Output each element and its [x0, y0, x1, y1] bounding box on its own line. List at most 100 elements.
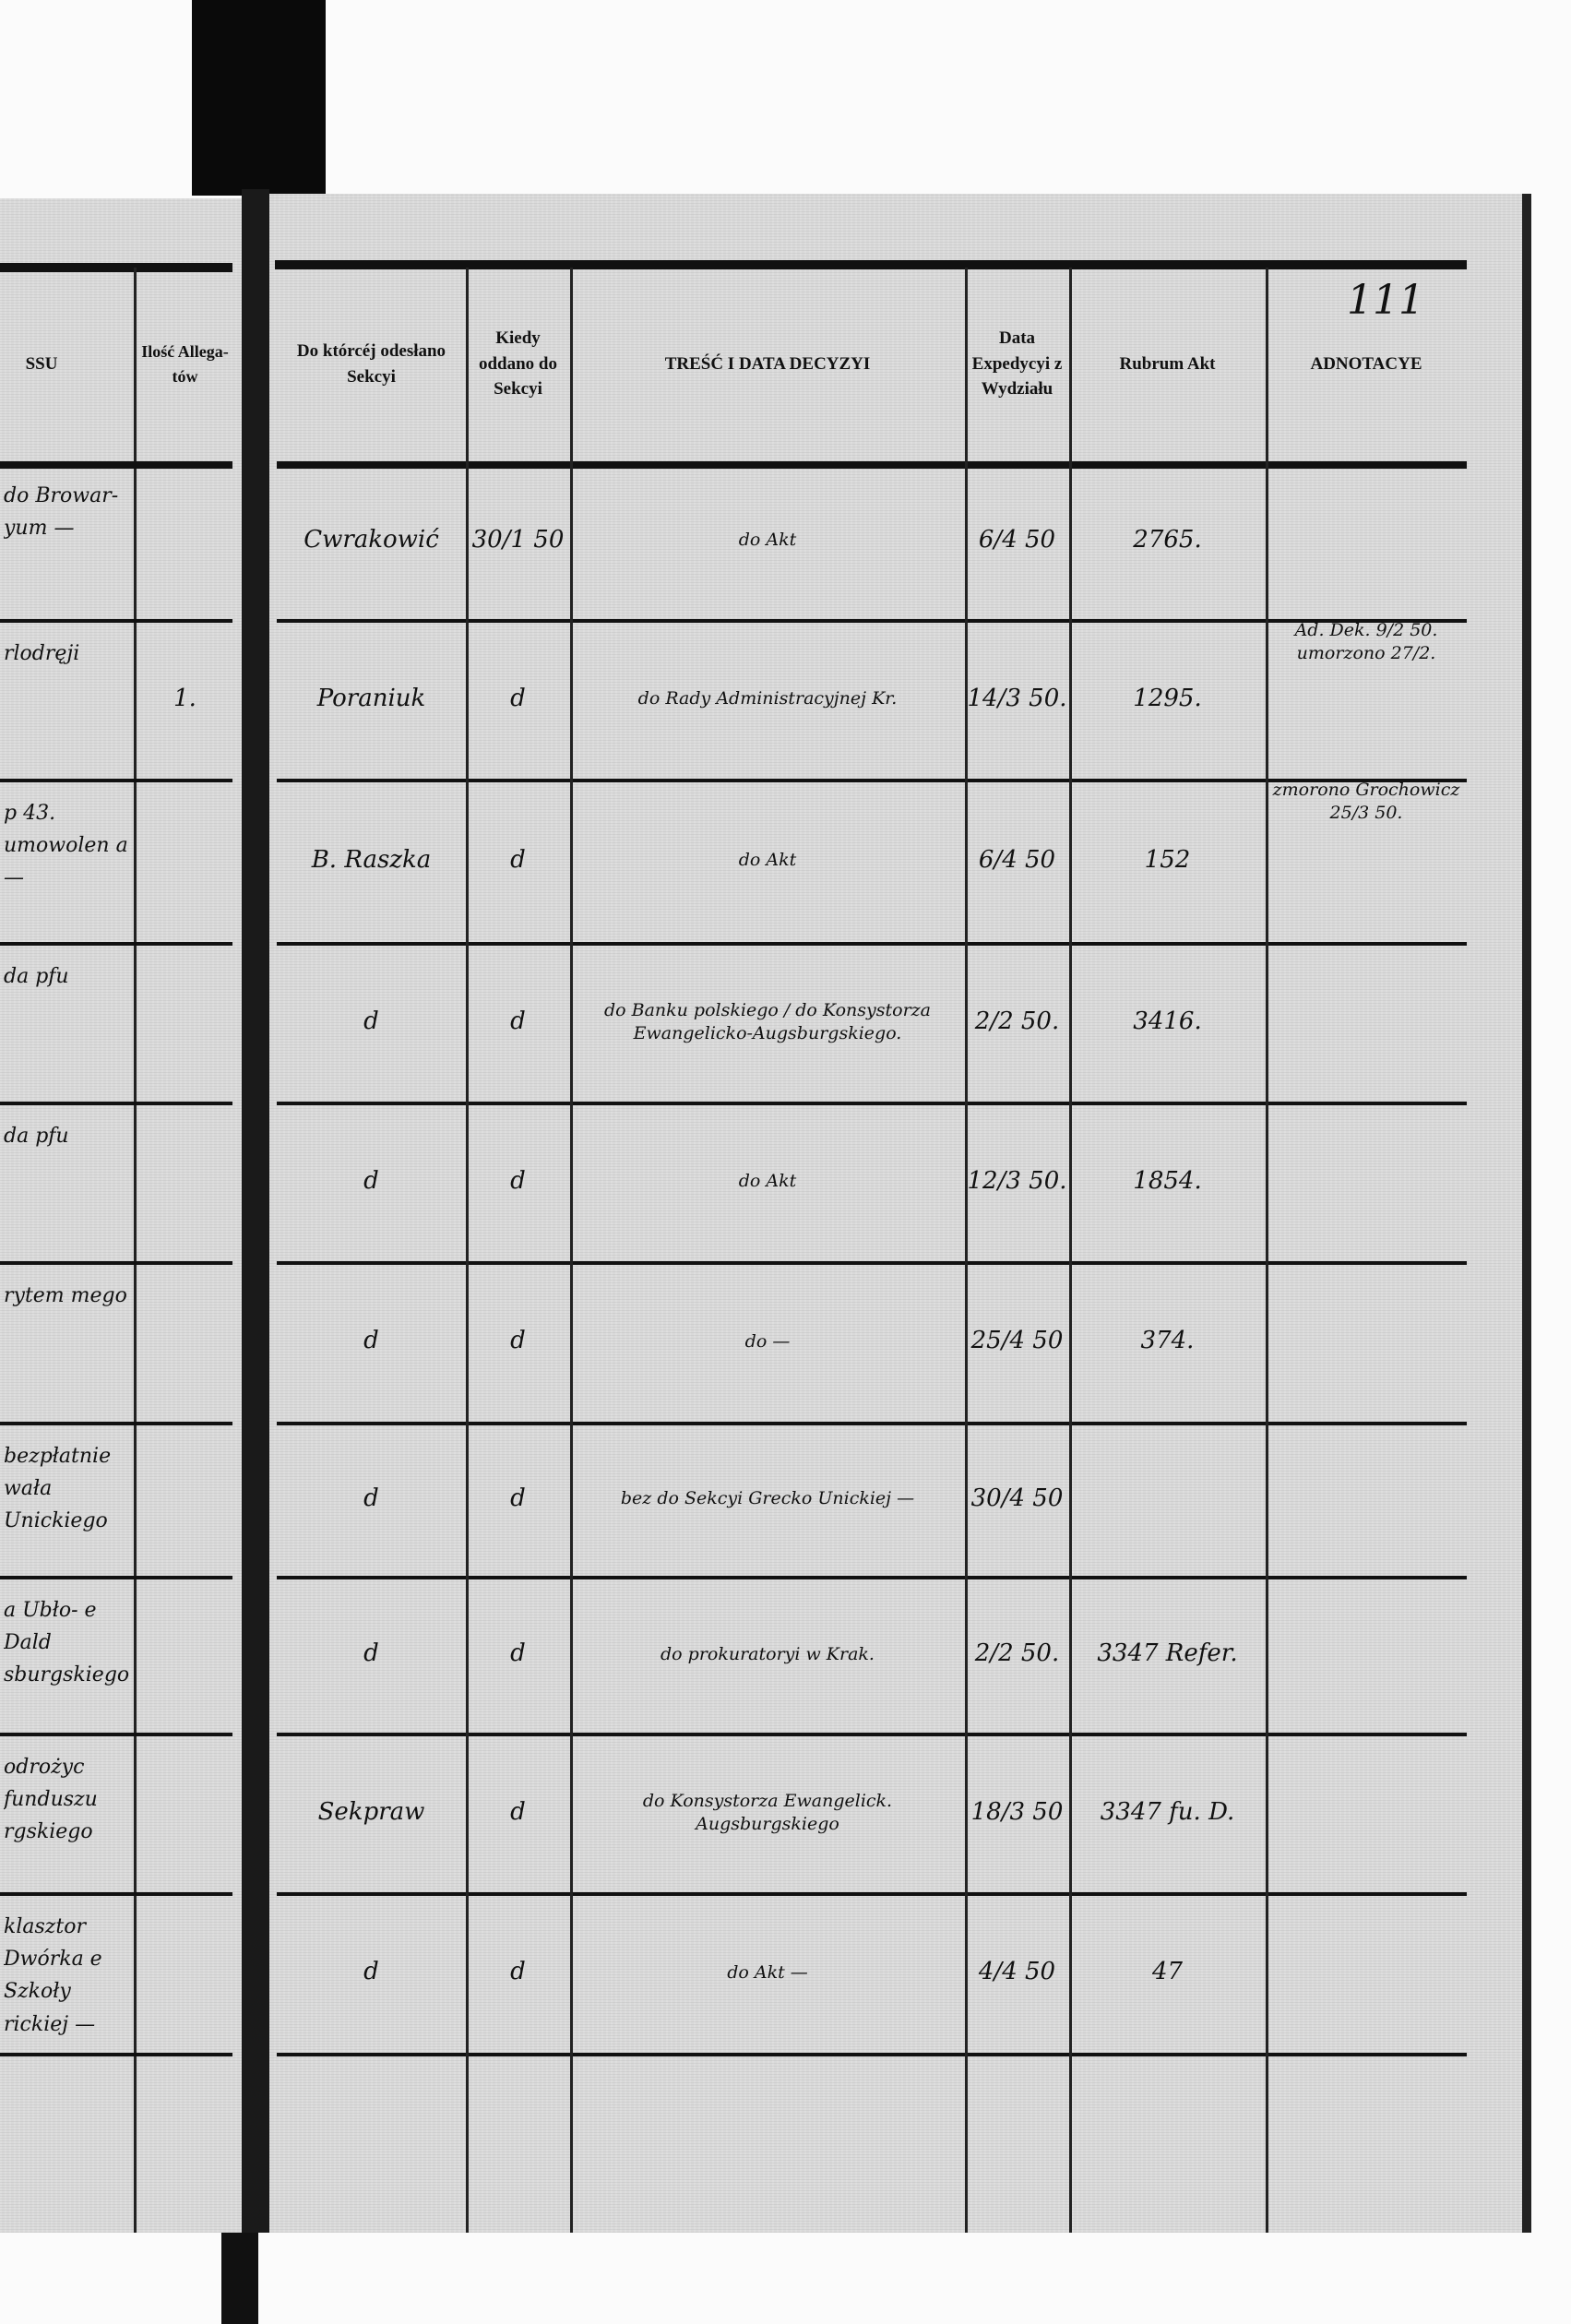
- left-entry-allegata: [137, 1733, 233, 1892]
- cell-when: d: [510, 1166, 526, 1195]
- cell-notes: [1266, 1261, 1467, 1422]
- cell-expedition: 14/3 50.: [967, 684, 1067, 712]
- cell-expedition: 4/4 50: [978, 1958, 1056, 1986]
- cell-rubrum: 3347 fu. D.: [1100, 1797, 1235, 1826]
- cell-rubrum: 3347 Refer.: [1097, 1639, 1238, 1668]
- left-column-rule: [134, 268, 137, 2233]
- left-entry-allegata: [137, 942, 233, 1102]
- cell-content: do Akt: [738, 530, 797, 551]
- column-rule: [1266, 268, 1268, 2233]
- cell-expedition: 2/2 50.: [974, 1007, 1060, 1035]
- cell-rubrum: 47: [1151, 1958, 1184, 1986]
- left-row-rule: [0, 1733, 232, 1736]
- header-when: Kiedy oddano do Sekcyi: [478, 328, 558, 399]
- left-entry-allegata: 1.: [173, 684, 196, 712]
- column-rule: [466, 268, 469, 2233]
- left-row-rule: [0, 1892, 232, 1896]
- cell-when: d: [510, 1958, 526, 1986]
- left-header-process: SSU: [25, 353, 58, 374]
- binding-shadow: [192, 0, 326, 196]
- header-content: TREŚĆ I DATA DECYZYI: [664, 353, 871, 374]
- cell-notes: Ad. Dek. 9/2 50. umorzono 27/2.: [1294, 620, 1438, 663]
- column-rule: [570, 268, 573, 2233]
- header-rubrum: Rubrum Akt: [1119, 353, 1216, 374]
- left-entry-text: rytem mego: [4, 1284, 127, 1307]
- cell-notes: [1266, 1892, 1467, 2053]
- left-entry-allegata: [137, 1892, 233, 2053]
- cell-when: d: [510, 1007, 526, 1035]
- cell-section: B. Raszka: [311, 845, 432, 874]
- cell-notes: [1266, 461, 1467, 619]
- header-top-rule: [275, 260, 1467, 269]
- cell-notes: [1266, 942, 1467, 1102]
- left-entry-allegata: [137, 1422, 233, 1576]
- cell-when: d: [510, 1484, 526, 1512]
- cell-when: d: [510, 1327, 526, 1355]
- cell-content: do Akt —: [727, 1961, 808, 1983]
- left-entry-text: odrożyc funduszu rgskiego: [4, 1756, 98, 1844]
- left-header-allegata: Ilość Allega-tów: [141, 342, 229, 386]
- left-row-rule: [0, 1422, 232, 1425]
- cell-section: Cwrakowić: [303, 525, 439, 554]
- cell-section: Poraniuk: [316, 684, 426, 712]
- cell-content: do Konsystorza Ewangelick. Augsburgskieg…: [642, 1790, 893, 1834]
- row-rule: [277, 942, 1467, 946]
- cell-expedition: 6/4 50: [978, 845, 1056, 874]
- left-entry-allegata: [137, 1102, 233, 1261]
- cell-section: d: [363, 1484, 379, 1512]
- column-rule: [965, 268, 968, 2233]
- cell-notes: [1266, 1733, 1467, 1892]
- cell-expedition: 12/3 50.: [967, 1166, 1067, 1195]
- cell-when: d: [510, 845, 526, 874]
- cell-rubrum: [1069, 1422, 1266, 1576]
- left-entry-text: do Browar- yum —: [4, 484, 119, 541]
- cell-rubrum: 1854.: [1133, 1166, 1202, 1195]
- left-entry-text: da pfu: [4, 965, 69, 988]
- cell-rubrum: 1295.: [1133, 684, 1202, 712]
- left-row-rule: [0, 1576, 232, 1579]
- cell-when: 30/1 50: [471, 525, 565, 554]
- cell-expedition: 18/3 50: [970, 1797, 1064, 1826]
- cell-content: do —: [744, 1330, 791, 1352]
- left-entry-allegata: [137, 1576, 233, 1733]
- left-header-top-rule: [0, 263, 232, 272]
- cell-notes: [1266, 1422, 1467, 1576]
- left-row-rule: [0, 1261, 232, 1265]
- cell-section: d: [363, 1327, 379, 1355]
- row-rule: [277, 1422, 1467, 1425]
- left-row-rule: [0, 619, 232, 623]
- cell-expedition: 30/4 50: [970, 1484, 1064, 1512]
- cell-expedition: 25/4 50: [970, 1327, 1064, 1355]
- cell-section: d: [363, 1958, 379, 1986]
- left-row-rule: [0, 461, 232, 469]
- cell-section: d: [363, 1166, 379, 1195]
- left-entry-text: p 43. umowolen a —: [4, 802, 128, 890]
- cell-notes: [1266, 1576, 1467, 1733]
- cell-content: do prokuratoryi w Krak.: [661, 1643, 875, 1664]
- left-row-rule: [0, 2053, 232, 2056]
- row-rule: [277, 2053, 1467, 2056]
- cell-rubrum: 2765.: [1133, 525, 1202, 554]
- left-entry-text: bezpłatnie wała Unickiego: [4, 1445, 112, 1533]
- row-rule: [277, 1576, 1467, 1579]
- row-rule: [277, 1733, 1467, 1736]
- page-number: 111: [1347, 277, 1424, 324]
- row-rule: [277, 1261, 1467, 1265]
- row-rule: [277, 461, 1467, 469]
- header-section: Do którcéj odesłano Sekcyi: [296, 340, 446, 387]
- left-entry-allegata: [137, 779, 233, 942]
- cell-content: do Banku polskiego / do Konsystorza Ewan…: [603, 999, 932, 1043]
- cell-rubrum: 374.: [1140, 1327, 1195, 1355]
- cell-rubrum: 3416.: [1133, 1007, 1202, 1035]
- cell-section: Sekpraw: [317, 1797, 425, 1826]
- cell-content: do Akt: [738, 850, 797, 871]
- cell-notes: zmorono Grochowicz 25/3 50.: [1272, 780, 1460, 823]
- header-notes: ADNOTACYE: [1310, 353, 1422, 374]
- left-entry-text: a Ubło- e Dald sburgskiego: [4, 1599, 130, 1687]
- cell-content: do Rady Administracyjnej Kr.: [637, 688, 898, 709]
- row-rule: [277, 779, 1467, 782]
- cell-content: do Akt: [738, 1171, 797, 1192]
- cell-when: d: [510, 684, 526, 712]
- cell-content: bez do Sekcyi Grecko Unickiej —: [620, 1488, 915, 1509]
- header-expedition: Data Expedycyi z Wydziału: [971, 328, 1063, 399]
